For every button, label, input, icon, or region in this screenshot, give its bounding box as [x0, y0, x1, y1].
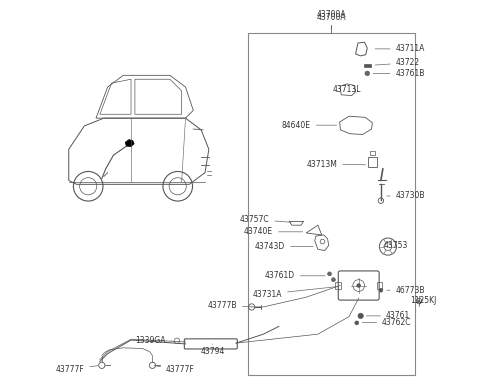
Text: 43711A: 43711A	[375, 44, 425, 53]
Text: 43761: 43761	[367, 311, 410, 320]
Text: 43757C: 43757C	[240, 215, 291, 224]
Text: 43753: 43753	[384, 241, 408, 250]
Text: 43761D: 43761D	[264, 271, 325, 280]
Circle shape	[357, 283, 360, 287]
Text: 43777B: 43777B	[207, 301, 252, 310]
Circle shape	[327, 272, 332, 276]
Text: 43722: 43722	[375, 58, 420, 67]
Bar	[368, 157, 377, 167]
Text: 43713L: 43713L	[332, 85, 361, 94]
Circle shape	[358, 313, 363, 319]
Text: 43700A: 43700A	[317, 13, 346, 30]
Text: 43777F: 43777F	[56, 365, 98, 374]
Circle shape	[365, 71, 370, 76]
Text: 43761B: 43761B	[373, 69, 425, 78]
Bar	[377, 281, 382, 289]
Text: 43700A: 43700A	[317, 10, 346, 19]
Text: 43794: 43794	[201, 344, 225, 356]
Text: 43740E: 43740E	[244, 227, 302, 236]
Text: 46773B: 46773B	[387, 286, 425, 295]
Text: 43743D: 43743D	[255, 242, 313, 251]
Text: 43731A: 43731A	[252, 287, 337, 299]
Text: 43762C: 43762C	[362, 318, 411, 327]
Circle shape	[332, 278, 336, 281]
Text: 84640E: 84640E	[282, 121, 336, 130]
Polygon shape	[125, 140, 134, 147]
Text: 1339GA: 1339GA	[135, 336, 172, 345]
Bar	[364, 64, 371, 67]
Text: 1125KJ: 1125KJ	[410, 296, 436, 305]
Text: 43730B: 43730B	[387, 192, 425, 200]
Circle shape	[379, 288, 383, 292]
Bar	[370, 151, 375, 155]
Circle shape	[418, 300, 420, 302]
Circle shape	[355, 321, 359, 325]
Text: 43777F: 43777F	[154, 365, 195, 374]
Bar	[335, 281, 341, 289]
Text: 43713M: 43713M	[306, 160, 366, 169]
